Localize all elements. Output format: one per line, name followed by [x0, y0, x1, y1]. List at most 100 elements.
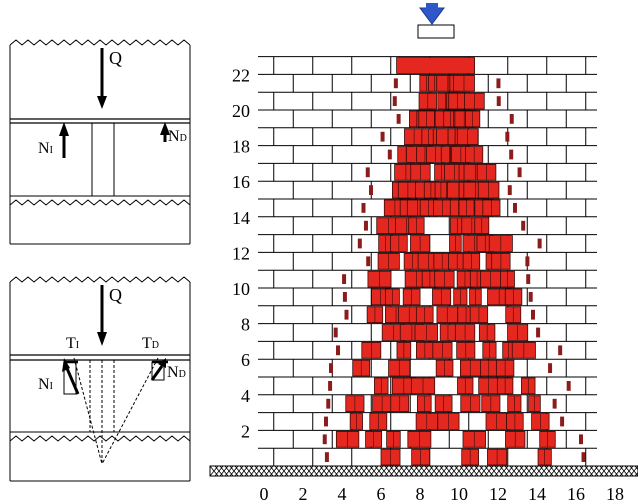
label-ti-sub: I: [76, 340, 79, 351]
masonry-wall: 2 4 6 8 10 12 14 16 18 20 22 0 2 4 6 8 10 12 14 16 18: [209, 3, 638, 504]
load-plate: [417, 24, 455, 39]
crack-mark: [512, 203, 517, 213]
svg-text:ND: ND: [167, 364, 186, 381]
crack-mark: [525, 256, 530, 267]
crack-mark: [342, 274, 347, 284]
load-arrow-q-top: [97, 48, 107, 109]
x-tick-label: 10: [450, 484, 468, 504]
load-marker: [417, 3, 455, 39]
svg-text:TI: TI: [66, 335, 79, 352]
crack-mark: [558, 345, 563, 356]
crack-mark: [326, 398, 331, 409]
x-axis-labels: 0 2 4 6 8 10 12 14 16 18: [260, 484, 625, 504]
y-tick-label: 6: [241, 350, 250, 370]
detail-top-panel: Q NI ND: [9, 39, 191, 245]
break-line-top: [9, 39, 191, 46]
reaction-arrow-ni-top: [59, 122, 69, 158]
crack-mark: [361, 203, 366, 213]
x-tick-label: 16: [567, 484, 585, 504]
crack-mark: [380, 131, 385, 142]
crack-mark: [581, 452, 586, 462]
crack-mark: [548, 363, 553, 373]
crack-mark: [328, 381, 333, 391]
crack-mark: [537, 238, 542, 249]
crack-mark: [324, 452, 329, 462]
crushed-block-top: [396, 57, 476, 74]
x-tick-label: 6: [377, 484, 386, 504]
crack-mark: [392, 96, 397, 106]
crack-mark: [393, 78, 398, 89]
crack-mark: [342, 292, 347, 302]
force-block-left: [62, 358, 80, 395]
crack-mark: [323, 416, 328, 427]
svg-text:NI: NI: [38, 376, 53, 393]
crack-mark: [509, 149, 514, 160]
crack-mark: [387, 149, 392, 160]
y-tick-label: 12: [232, 243, 250, 263]
load-arrow-q-bottom: [97, 285, 107, 346]
crack-mark: [396, 114, 401, 124]
detail-bottom-panel: Q TI TD NI ND: [9, 276, 191, 482]
crack-mark: [560, 416, 565, 427]
label-ni-bottom-sub: I: [50, 381, 53, 392]
y-tick-label: 16: [232, 172, 250, 192]
label-ni-top: N: [38, 140, 50, 157]
crack-mark: [536, 327, 541, 338]
crack-mark: [333, 327, 338, 338]
y-tick-label: 18: [232, 137, 250, 157]
y-tick-label: 22: [232, 65, 250, 85]
crack-mark: [530, 309, 535, 320]
force-block-right: [150, 358, 168, 381]
svg-text:TD: TD: [142, 335, 159, 352]
y-axis-labels: 2 4 6 8 10 12 14 16 18 20 22: [232, 65, 250, 441]
crack-mark: [578, 434, 583, 445]
svg-text:ND: ND: [168, 128, 187, 145]
y-tick-label: 8: [241, 315, 250, 335]
label-nd-bottom-sub: D: [179, 369, 186, 380]
x-tick-label: 8: [416, 484, 425, 504]
crack-mark: [566, 381, 571, 391]
x-tick-label: 14: [528, 484, 546, 504]
crack-mark: [552, 398, 557, 409]
crack-mark: [322, 434, 327, 445]
label-nd-top: N: [168, 128, 180, 145]
x-tick-label: 4: [338, 484, 347, 504]
y-tick-label: 10: [232, 279, 250, 299]
label-nd-bottom: N: [167, 364, 179, 381]
crack-mark: [505, 131, 510, 142]
x-tick-label: 12: [489, 484, 507, 504]
y-tick-label: 2: [241, 421, 250, 441]
load-label-q-top: Q: [109, 48, 122, 68]
crack-mark: [509, 114, 514, 124]
crack-mark: [329, 363, 334, 373]
label-ti: T: [66, 335, 76, 352]
strut-lines: [73, 357, 159, 465]
y-tick-label: 20: [232, 101, 250, 121]
label-nd-top-sub: D: [180, 133, 187, 144]
crack-mark: [369, 185, 374, 195]
reaction-arrow-nd-top: [160, 122, 170, 142]
crack-mark: [507, 185, 512, 195]
x-tick-label: 0: [260, 484, 269, 504]
svg-text:NI: NI: [38, 140, 53, 157]
crack-mark: [357, 238, 362, 249]
y-tick-label: 4: [241, 386, 250, 406]
label-ni-bottom: N: [38, 376, 50, 393]
crack-mark: [363, 220, 368, 231]
load-label-q-bottom: Q: [109, 285, 122, 305]
crack-mark: [365, 167, 370, 178]
label-td-sub: D: [152, 340, 159, 351]
crack-mark: [526, 274, 531, 284]
crack-mark: [366, 256, 371, 267]
crack-mark: [517, 167, 522, 178]
crack-mark: [344, 309, 349, 320]
crack-mark: [336, 345, 341, 356]
y-tick-label: 14: [232, 208, 250, 228]
ground-hatch: [209, 465, 638, 477]
crack-mark: [496, 78, 501, 89]
label-ni-top-sub: I: [50, 145, 53, 156]
x-tick-label: 2: [299, 484, 308, 504]
crack-mark: [528, 292, 533, 302]
x-tick-label: 18: [606, 484, 624, 504]
